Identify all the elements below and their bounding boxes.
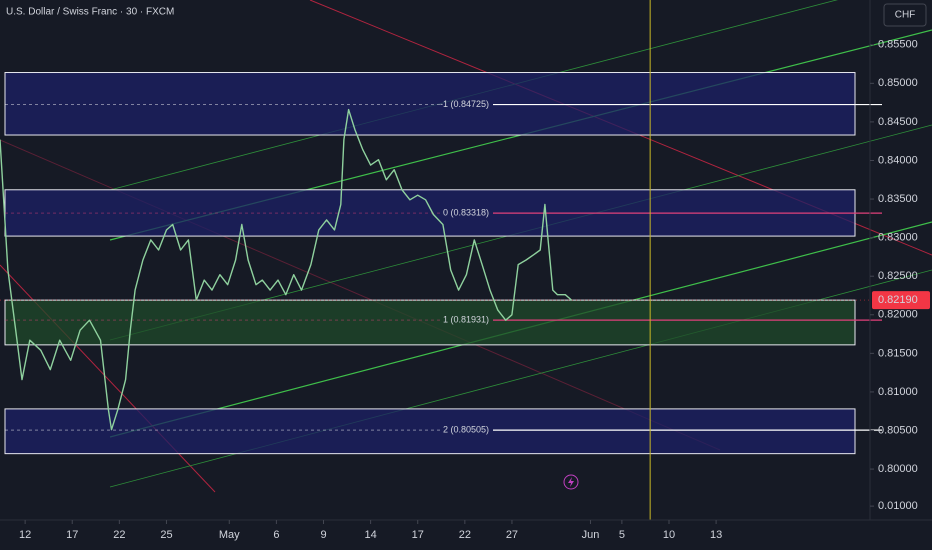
x-tick-label: 9 [320,529,326,541]
fib-label: 0 (0.83318) [443,207,489,217]
x-tick-label: 17 [412,529,424,541]
y-tick-label: 0.83500 [878,193,918,205]
chart-title: U.S. Dollar / Swiss Franc · 30 · FXCM [6,7,174,18]
y-tick-label: 0.82500 [878,270,918,282]
y-tick-label: 0.80000 [878,463,918,475]
last-price-label: 0.82190 [878,294,918,306]
x-tick-label: 5 [619,529,625,541]
last-price-box [872,291,930,310]
zone [4,72,856,136]
x-tick-label: 6 [273,529,279,541]
event-icon-bolt [568,477,574,487]
fib-label: 2 (0.80505) [443,424,489,434]
x-tick-label: 10 [663,529,675,541]
x-tick-label: 25 [160,529,172,541]
y-tick-label: 0.85000 [878,77,918,89]
x-tick-label: 12 [19,529,31,541]
x-tick-label: 22 [113,529,125,541]
fib-label: -1 (0.84725) [440,99,489,109]
fib-label: 1 (0.81931) [443,314,489,324]
y-tick-label: 0.81000 [878,386,918,398]
y-tick-label: 0.82000 [878,309,918,321]
y-tick-label: 0.81500 [878,347,918,359]
y-tick-label: 0.80500 [878,424,918,436]
x-tick-label: Jun [582,529,600,541]
currency-button[interactable] [883,3,927,27]
price-line [0,108,573,431]
zone [4,408,856,455]
y-tick-label: 0.85500 [878,39,918,51]
event-icon[interactable] [563,474,579,490]
y-tick-label: 0.01000 [878,500,918,512]
x-tick-label: 13 [710,529,722,541]
currency-button-label[interactable]: CHF [895,10,916,21]
y-tick-label: 0.83000 [878,232,918,244]
y-tick-label: 0.84000 [878,154,918,166]
x-tick-label: 14 [364,529,376,541]
zone [4,299,856,346]
zones [4,72,856,455]
x-tick-label: 27 [506,529,518,541]
x-tick-label: 17 [66,529,78,541]
y-tick-label: 0.84500 [878,116,918,128]
x-tick-label: May [219,529,240,541]
x-tick-label: 22 [459,529,471,541]
plot: -1 (0.84725) 0 (0.83318) 1 (0.81931) 2 (0.8… [0,0,882,520]
